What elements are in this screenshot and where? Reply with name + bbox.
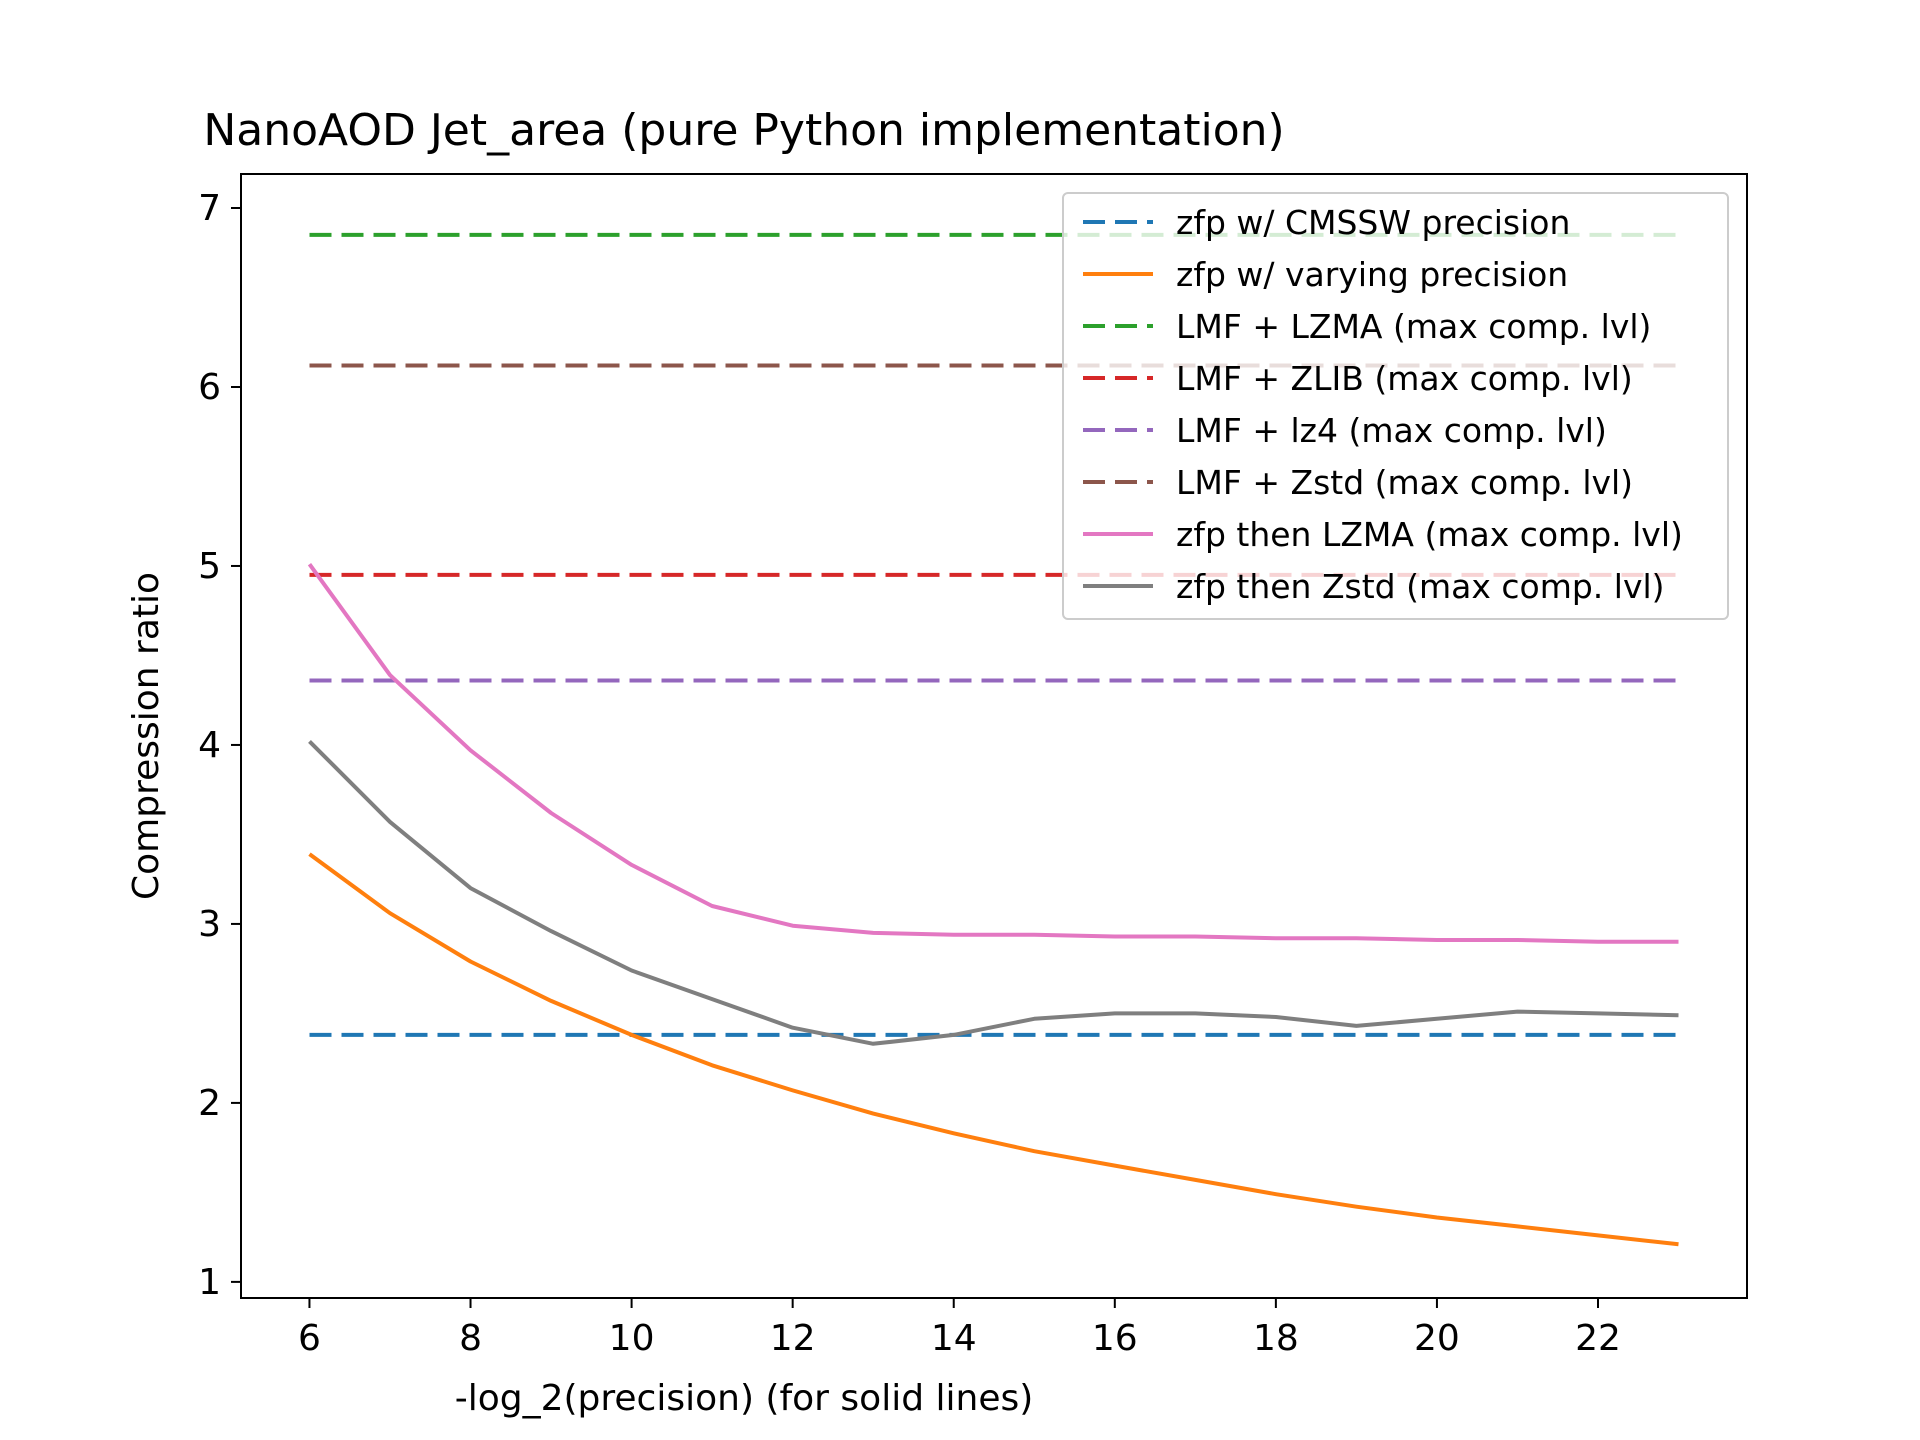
x-tick-label: 10 bbox=[609, 1318, 655, 1359]
y-tick-label: 5 bbox=[198, 546, 221, 587]
plot-area bbox=[307, 232, 1679, 1247]
x-tick-label: 18 bbox=[1253, 1318, 1299, 1359]
y-tick-label: 6 bbox=[198, 367, 221, 408]
legend-label: LMF + LZMA (max comp. lvl) bbox=[1176, 307, 1651, 346]
x-tick-label: 6 bbox=[298, 1318, 321, 1359]
legend-label: LMF + Zstd (max comp. lvl) bbox=[1176, 463, 1633, 502]
series-line-8 bbox=[308, 739, 1679, 1046]
legend-label: LMF + lz4 (max comp. lvl) bbox=[1176, 411, 1607, 450]
x-tick-label: 12 bbox=[770, 1318, 816, 1359]
series-line-2 bbox=[308, 852, 1679, 1247]
x-tick-label: 8 bbox=[459, 1318, 482, 1359]
y-tick-label: 7 bbox=[198, 188, 221, 229]
legend-label: zfp w/ CMSSW precision bbox=[1176, 203, 1570, 242]
legend-box bbox=[1062, 192, 1729, 620]
y-axis-label: Compression ratio bbox=[126, 572, 167, 900]
legend-label: zfp then LZMA (max comp. lvl) bbox=[1176, 515, 1683, 554]
x-tick-label: 16 bbox=[1092, 1318, 1138, 1359]
legend: zfp w/ CMSSW precision zfp w/ varying pre… bbox=[1062, 192, 1729, 620]
y-tick-label: 1 bbox=[198, 1262, 221, 1303]
x-tick-label: 22 bbox=[1575, 1318, 1621, 1359]
axes-frame bbox=[240, 173, 1748, 1299]
legend-label: zfp then Zstd (max comp. lvl) bbox=[1176, 567, 1665, 606]
y-tick-label: 3 bbox=[198, 904, 221, 945]
y-tick-label: 4 bbox=[198, 725, 221, 766]
y-tick-label: 2 bbox=[198, 1083, 221, 1124]
x-tick-label: 20 bbox=[1414, 1318, 1460, 1359]
legend-label: LMF + ZLIB (max comp. lvl) bbox=[1176, 359, 1633, 398]
x-axis-label: -log_2(precision) (for solid lines) bbox=[455, 1378, 1034, 1419]
legend-label: zfp w/ varying precision bbox=[1176, 255, 1568, 294]
series-line-7 bbox=[307, 563, 1679, 944]
x-tick-label: 14 bbox=[931, 1318, 977, 1359]
chart-title: NanoAOD Jet_area (pure Python implementa… bbox=[203, 105, 1284, 156]
